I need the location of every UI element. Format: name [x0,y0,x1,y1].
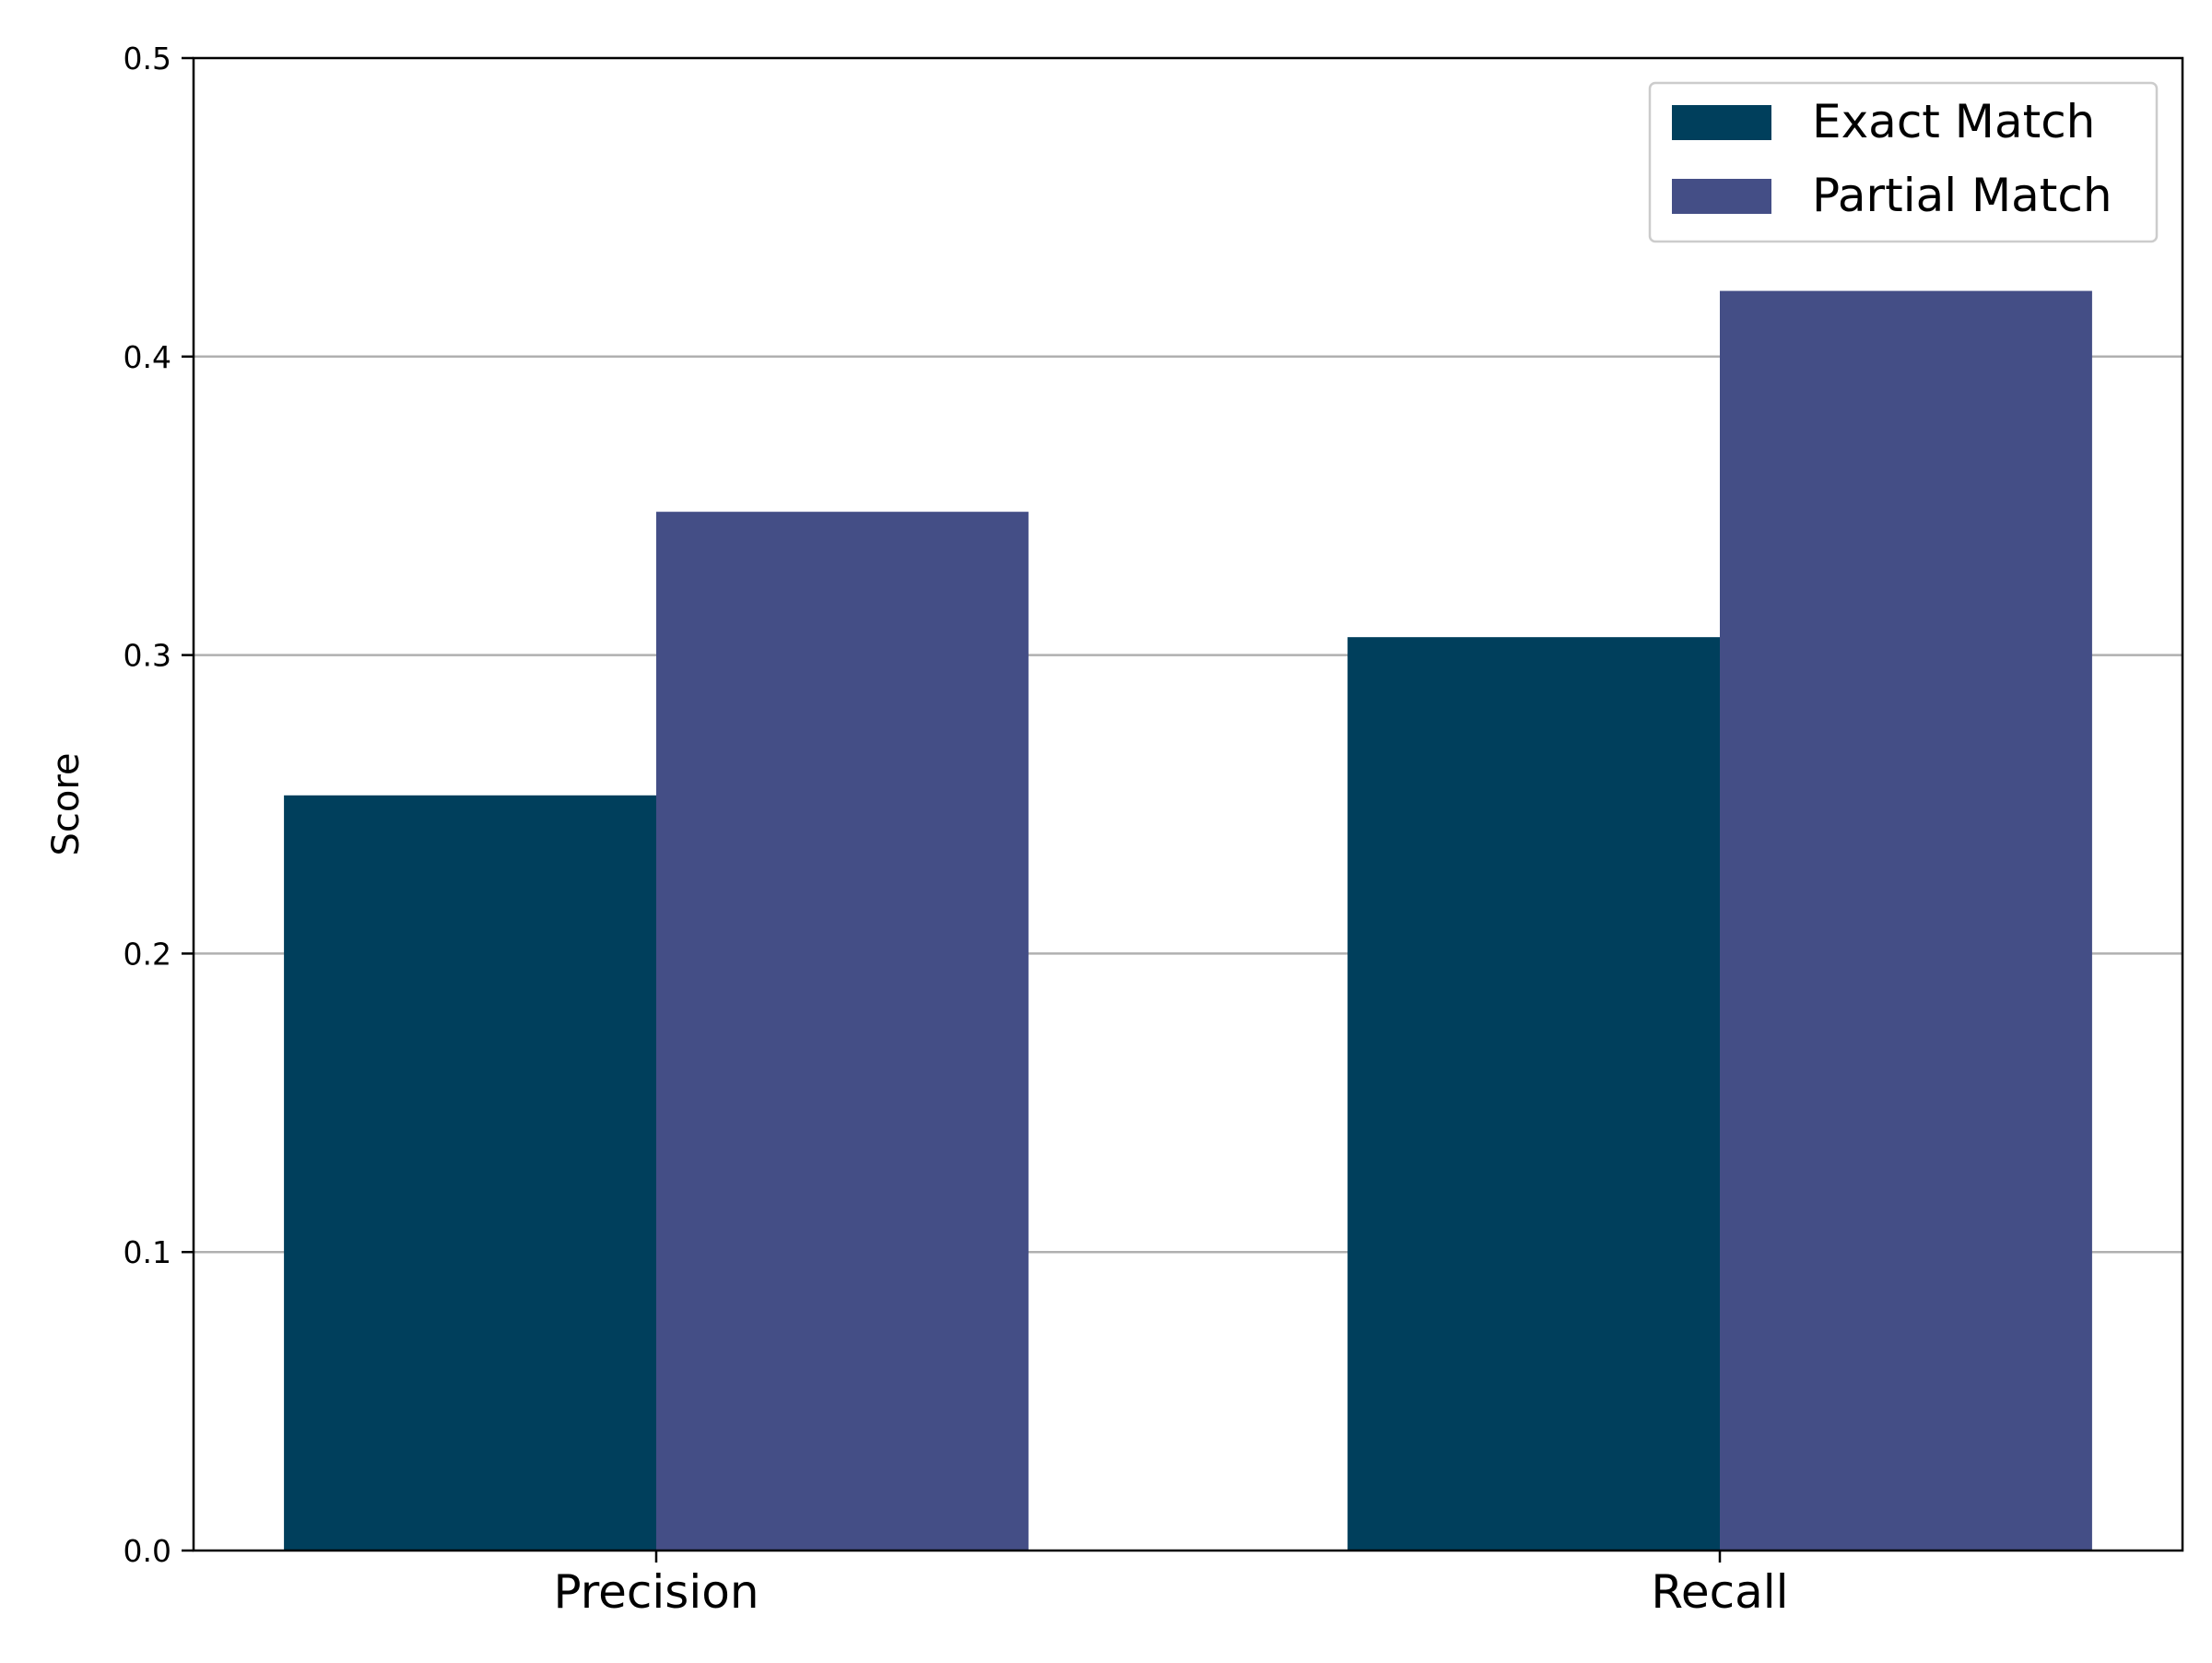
x-tick-label: Recall [1651,1565,1788,1619]
legend: Exact Match Partial Match [1648,81,2159,243]
legend-label: Partial Match [1812,169,2112,222]
plot-area-frame [192,56,2184,1552]
y-axis: 0.0 0.1 0.2 0.3 0.4 0.5 [124,41,194,1569]
bar-partial-match-recall [1720,290,2092,1551]
y-tick-label: 0.1 [124,1234,171,1270]
bar-exact-match-precision [284,795,656,1551]
x-axis: Precision Recall [553,1551,1789,1619]
legend-items: Exact Match Partial Match [1672,95,2112,222]
bars [284,290,2092,1551]
x-tick-label: Precision [553,1565,759,1619]
bar-exact-match-recall [1347,637,1721,1551]
y-tick-label: 0.4 [124,339,171,375]
legend-swatch [1672,179,1771,214]
legend-label: Exact Match [1812,95,2095,148]
y-tick-label: 0.2 [124,936,171,972]
y-tick-label: 0.0 [124,1533,171,1569]
y-axis-label: Score [45,752,88,855]
legend-box [1648,81,2159,243]
y-tick-label: 0.3 [124,638,171,674]
y-tick-label: 0.5 [124,41,171,77]
legend-swatch [1672,105,1771,140]
bar-partial-match-precision [655,512,1029,1551]
